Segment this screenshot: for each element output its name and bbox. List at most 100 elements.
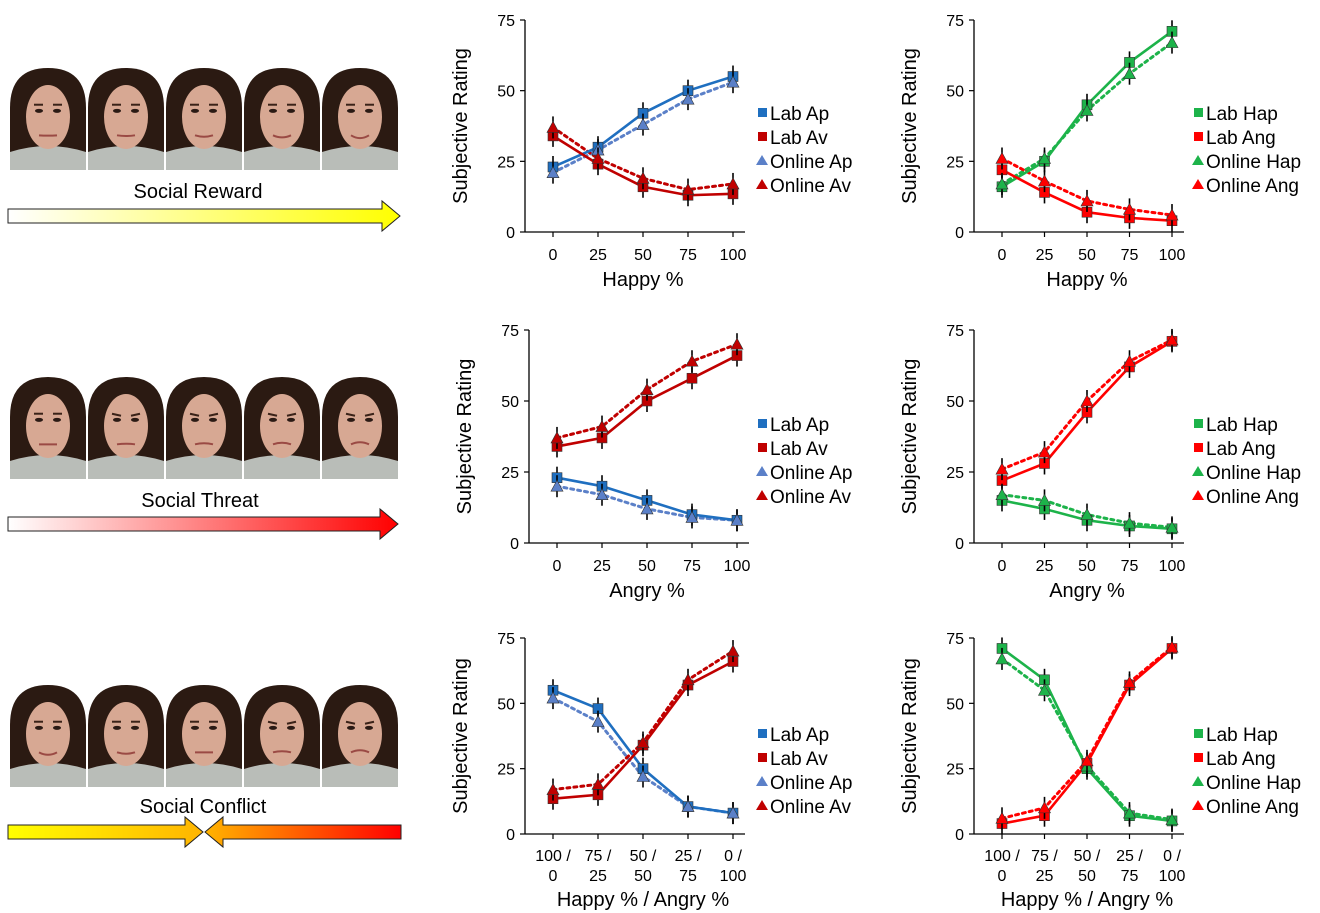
data-point-online-av <box>681 673 695 686</box>
legend-triangle-icon <box>1192 800 1204 810</box>
face-image <box>88 685 164 787</box>
eye-icon <box>131 725 139 730</box>
face-image <box>322 377 398 479</box>
face-image <box>10 685 86 787</box>
y-axis-label: Subjective Rating <box>899 48 921 204</box>
gradient-arrow-conflict <box>7 815 402 849</box>
face-image <box>244 685 320 787</box>
y-tick-label: 75 <box>946 631 964 648</box>
shirt-shape <box>166 763 242 787</box>
eye-icon <box>113 725 121 730</box>
data-point-online-av <box>591 151 605 164</box>
chart-legend: Lab Ap Lab Av Online Ap Online Av <box>756 725 852 818</box>
eye-icon <box>53 725 61 730</box>
face-image <box>244 68 320 170</box>
eye-icon <box>269 108 277 113</box>
data-point-online-ang <box>995 151 1009 164</box>
y-axis-label: Subjective Rating <box>454 359 476 515</box>
legend-item: Online Av <box>756 487 851 508</box>
eye-icon <box>365 725 373 730</box>
legend-triangle-icon <box>756 155 768 165</box>
data-point-online-ang <box>1080 394 1094 407</box>
eye-icon <box>287 108 295 113</box>
y-tick-label: 0 <box>955 225 964 242</box>
x-tick-label: 50 <box>634 868 652 885</box>
legend-item: Online Ang <box>1192 487 1299 508</box>
mouth-shape <box>350 134 370 140</box>
row-social-threat: Social Threat <box>7 377 399 541</box>
x-tick-label: 75 <box>679 868 697 885</box>
data-point-online-av <box>550 431 564 444</box>
brow-shape <box>208 412 219 417</box>
legend-square-icon <box>758 729 767 738</box>
eye-icon <box>209 417 217 422</box>
mouth-shape <box>194 442 214 446</box>
legend-label: Lab Ang <box>1206 439 1276 460</box>
brow-shape <box>364 720 375 725</box>
eye-icon <box>347 417 355 422</box>
face-skin <box>104 393 148 458</box>
eye-icon <box>287 725 295 730</box>
data-point-online-hap <box>1037 151 1052 164</box>
mouth-shape <box>38 751 58 756</box>
legend-label: Lab Hap <box>1206 725 1278 746</box>
x-tick-label: 25 <box>1036 247 1054 264</box>
shirt-shape <box>322 455 398 479</box>
x-tick-label: 0 <box>998 868 1007 885</box>
data-point-online-av <box>685 354 699 367</box>
shirt-shape <box>322 763 398 787</box>
x-tick-label: 100 <box>720 868 747 885</box>
face-skin <box>26 84 70 149</box>
y-tick-label: 25 <box>946 154 964 171</box>
data-point-online-ap <box>726 806 740 819</box>
legend-label: Lab Hap <box>1206 104 1278 125</box>
y-tick-label: 0 <box>955 536 964 553</box>
x-tick-label: 100 <box>720 247 747 264</box>
legend-item: Lab Ang <box>1194 128 1276 149</box>
data-point-online-ap <box>640 502 654 515</box>
face-skin <box>338 84 382 149</box>
arrow-right-icon <box>7 815 204 849</box>
legend-square-icon <box>1194 419 1203 428</box>
x-tick-label: 100 <box>1159 558 1186 575</box>
legend-square-icon <box>758 419 767 428</box>
brow-shape <box>364 412 375 417</box>
series-line-lab-hap <box>1000 647 1174 823</box>
x-tick-label: 75 <box>679 247 697 264</box>
mouth-shape <box>272 750 292 754</box>
eye-icon <box>365 108 373 113</box>
x-tick-label: 100 / <box>535 848 571 865</box>
chart-legend: Lab Hap Lab Ang Online Hap Online Ang <box>1192 725 1301 818</box>
y-tick-label: 75 <box>946 323 964 340</box>
data-point-online-hap <box>1165 813 1179 825</box>
data-point-online-av <box>546 782 560 795</box>
x-axis-label: Angry % <box>609 580 685 602</box>
x-tick-label: 0 <box>549 868 558 885</box>
data-point-online-ang <box>1122 354 1137 367</box>
x-axis-label: Happy % / Angry % <box>557 889 730 911</box>
data-point-online-ap <box>595 488 609 501</box>
x-tick-label: 75 / <box>585 848 612 865</box>
arrow-left-icon <box>204 815 402 849</box>
legend-item: Lab Ap <box>758 104 829 125</box>
data-point-online-ap <box>546 166 560 178</box>
face-image <box>166 68 242 170</box>
x-tick-label: 50 / <box>1074 848 1101 865</box>
row-label-social-threat: Social Threat <box>141 490 259 512</box>
legend-item: Online Ang <box>1192 176 1299 197</box>
chart-legend: Lab Ap Lab Av Online Ap Online Av <box>756 415 852 508</box>
legend-square-icon <box>758 753 767 762</box>
face-image <box>88 68 164 170</box>
face-skin <box>260 84 304 149</box>
brow-shape <box>267 720 278 725</box>
face-image <box>244 377 320 479</box>
legend-item: Lab Av <box>758 128 828 149</box>
x-tick-label: 25 <box>589 868 607 885</box>
chart-conflict-ap-av: 0 25 50 75 100 / 0 75 / 25 50 / 50 25 / 75 0 / 100 Hap… <box>450 631 852 911</box>
face-image <box>10 377 86 479</box>
legend-item: Online Ap <box>756 773 852 794</box>
x-tick-label: 50 <box>638 558 656 575</box>
legend-triangle-icon <box>756 179 768 189</box>
face-skin <box>26 701 70 766</box>
data-point-online-ap <box>730 513 744 526</box>
